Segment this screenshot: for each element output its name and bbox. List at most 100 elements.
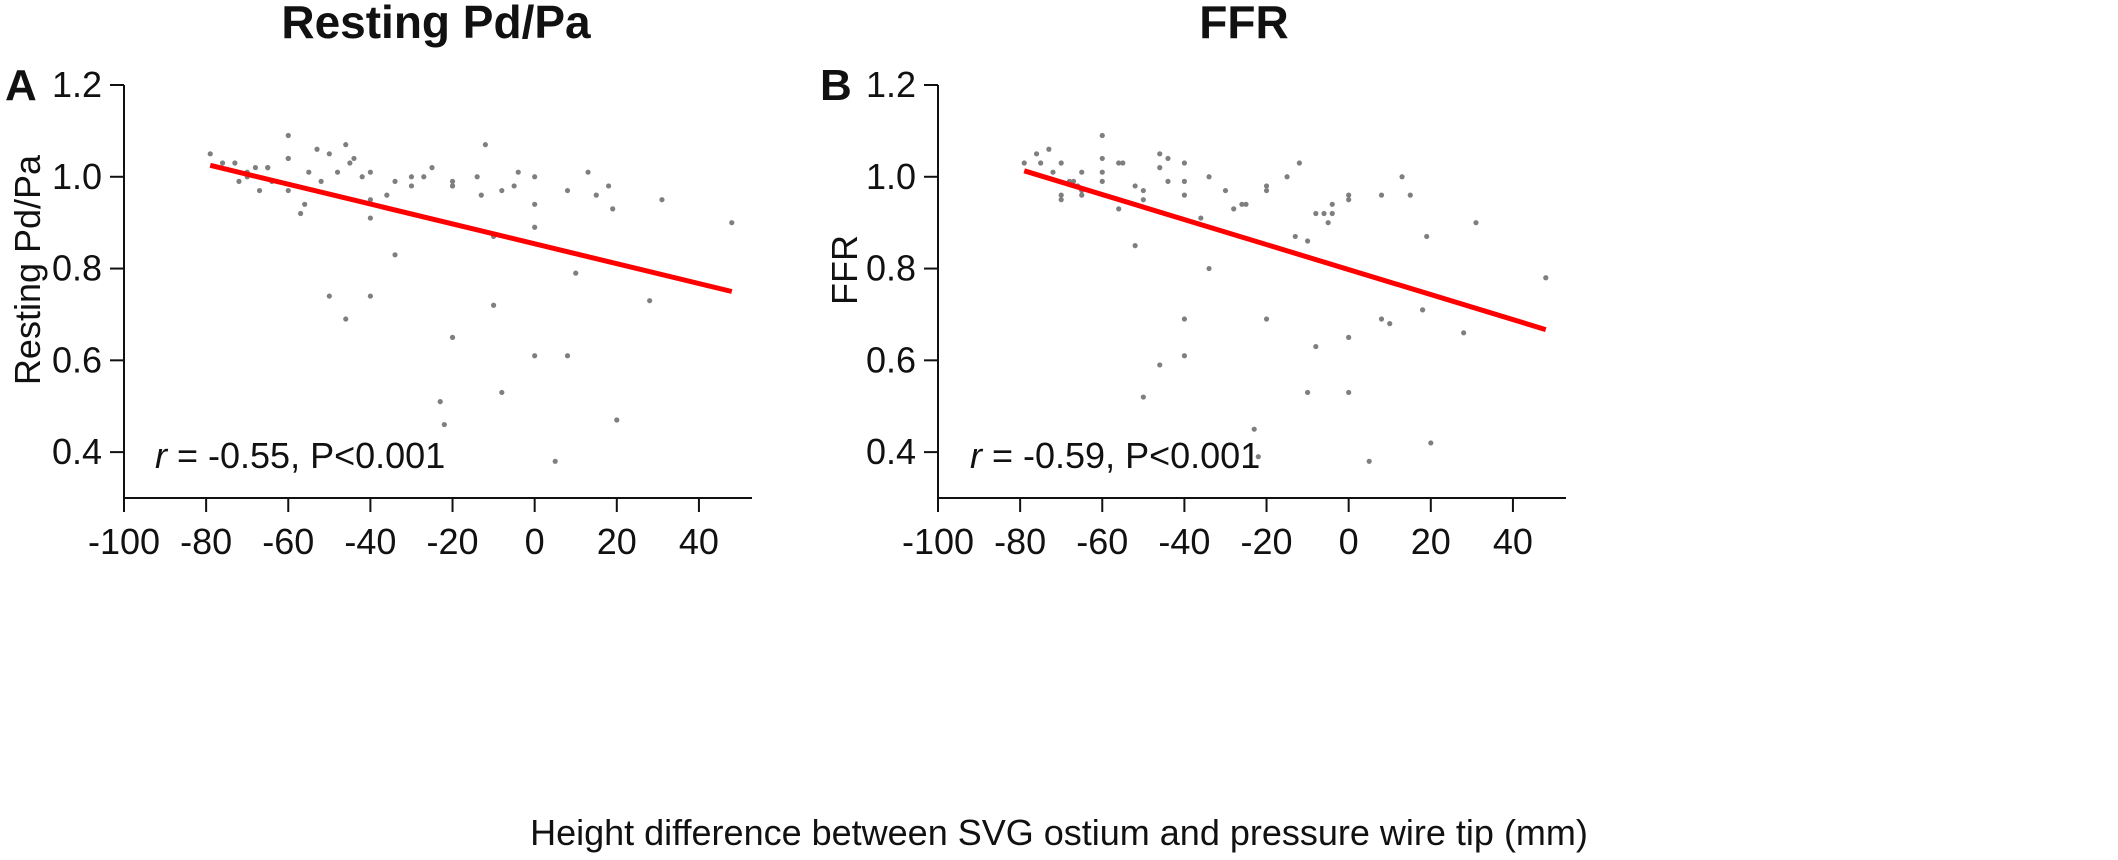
scatter-point: [1305, 389, 1311, 396]
scatter-point: [285, 132, 291, 139]
scatter-point: [1428, 440, 1434, 446]
scatter-point: [1021, 160, 1027, 166]
scatter-point: [1099, 155, 1105, 162]
scatter-point: [285, 187, 291, 194]
scatter-point: [515, 169, 521, 175]
x-tick-label: -20: [427, 521, 479, 562]
scatter-point: [1070, 178, 1077, 184]
scatter-point: [1099, 132, 1105, 139]
scatter-point: [1255, 454, 1261, 460]
x-tick-label: 20: [1411, 521, 1451, 562]
scatter-point: [1033, 151, 1040, 157]
scatter-point: [499, 187, 505, 194]
x-tick-label: 40: [679, 521, 719, 562]
scatter-point: [347, 160, 353, 166]
scatter-point: [392, 252, 398, 258]
scatter-point: [1116, 206, 1122, 212]
panel-letter: B: [820, 61, 852, 110]
scatter-point: [1132, 243, 1138, 249]
scatter-point: [1325, 220, 1331, 226]
scatter-point: [351, 155, 357, 162]
scatter-point: [1305, 238, 1311, 244]
scatter-point: [359, 174, 365, 180]
scatter-point: [1399, 174, 1405, 180]
scatter-point: [1046, 146, 1052, 152]
correlation-annotation: r = -0.55, P<0.001: [155, 435, 445, 476]
y-tick-label: 0.4: [866, 431, 916, 472]
scatter-point: [343, 316, 349, 322]
scatter-point: [408, 174, 415, 180]
scatter-point: [1206, 174, 1212, 180]
x-tick-label: -80: [180, 521, 232, 562]
scatter-point: [1329, 210, 1335, 217]
scatter-point: [367, 293, 373, 299]
y-tick-label: 1.2: [866, 64, 916, 105]
scatter-point: [421, 174, 427, 180]
scatter-point: [1239, 201, 1245, 207]
scatter-point: [302, 201, 308, 207]
scatter-point: [1132, 183, 1138, 189]
scatter-point: [1366, 458, 1372, 464]
scatter-point: [1296, 160, 1302, 166]
scatter-point: [499, 389, 505, 396]
scatter-point: [1346, 192, 1352, 198]
scatter-point: [1079, 192, 1085, 198]
r-symbol: r: [155, 435, 169, 476]
correlation-text: = -0.59, P<0.001: [982, 435, 1260, 476]
scatter-point: [265, 165, 271, 171]
scatter-point: [236, 178, 242, 184]
scatter-point: [532, 201, 538, 207]
scatter-point: [478, 192, 484, 198]
scatter-point: [1079, 169, 1085, 175]
scatter-point: [1407, 192, 1413, 198]
scatter-point: [1165, 178, 1171, 184]
scatter-point: [1058, 160, 1064, 166]
scatter-point: [1038, 160, 1044, 166]
x-tick-label: -20: [1241, 521, 1293, 562]
scatter-point: [1313, 343, 1319, 350]
scatter-point: [1243, 201, 1249, 207]
x-tick-label: -100: [88, 521, 160, 562]
y-tick-label: 1.0: [52, 156, 102, 197]
scatter-point: [1181, 316, 1187, 322]
scatter-point: [1329, 201, 1335, 207]
panel-letter: A: [5, 61, 37, 110]
scatter-point: [532, 353, 538, 359]
scatter-point: [1181, 192, 1187, 198]
scatter-point: [1346, 197, 1352, 203]
x-tick-label: 40: [1493, 521, 1533, 562]
x-tick-label: -80: [994, 521, 1046, 562]
scatter-point: [573, 270, 579, 276]
scatter-point: [1157, 151, 1163, 157]
shared-x-axis-label: Height difference between SVG ostium and…: [530, 812, 1588, 853]
scatter-point: [1206, 265, 1212, 272]
scatter-point: [532, 224, 538, 230]
scatter-point: [1099, 169, 1105, 175]
scatter-point: [367, 215, 373, 221]
y-axis-label: Resting Pd/Pa: [7, 154, 48, 385]
scatter-point: [552, 458, 558, 464]
scatter-point: [441, 421, 447, 428]
x-tick-label: -100: [902, 521, 974, 562]
scatter-point: [256, 187, 263, 194]
scatter-point: [1181, 178, 1187, 184]
scatter-point: [1181, 160, 1187, 166]
y-tick-label: 0.8: [52, 248, 102, 289]
scatter-point: [429, 165, 435, 171]
scatter-point: [1263, 187, 1270, 194]
scatter-point: [1222, 187, 1229, 194]
chart-title: FFR: [1199, 0, 1288, 48]
scatter-point: [1140, 394, 1146, 400]
panel-b: FFR B FFR 0.4 0.6 0.8 1.0 1.2 -100 -80 -60 -40 -20 0 2…: [820, 0, 1566, 562]
scatter-point: [314, 146, 320, 152]
scatter-point: [334, 169, 341, 175]
scatter-point: [593, 192, 599, 198]
scatter-point: [474, 174, 480, 180]
regression-line: [1023, 168, 1547, 332]
scatter-point: [1313, 210, 1319, 217]
scatter-point: [605, 183, 612, 189]
y-axis-label: FFR: [824, 235, 865, 305]
chart-title: Resting Pd/Pa: [281, 0, 591, 48]
scatter-point: [1424, 233, 1430, 240]
x-tick-label: -40: [344, 521, 396, 562]
